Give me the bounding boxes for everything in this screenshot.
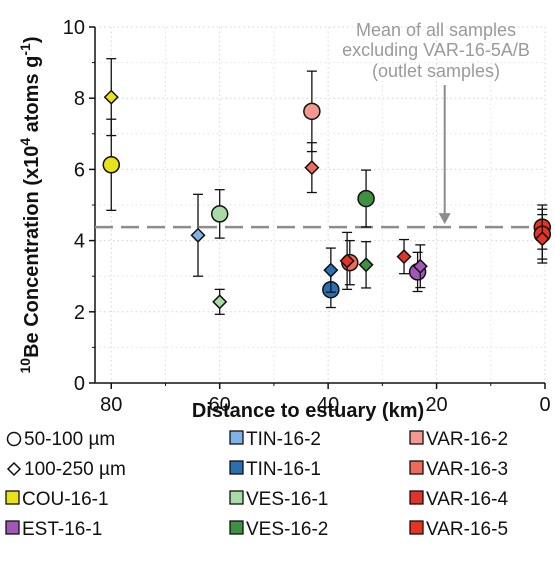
- point-circle: [210, 205, 229, 223]
- point-diamond: [396, 249, 412, 265]
- data-point-cou-16-1: [103, 58, 119, 137]
- point-diamond: [190, 227, 206, 243]
- legend-label: EST-16-1: [22, 519, 102, 540]
- legend-label: 50-100 µm: [24, 429, 115, 450]
- legend-swatch: [409, 460, 424, 475]
- legend-label: VAR-16-2: [426, 429, 508, 450]
- legend-marker-diamond: [6, 461, 22, 477]
- y-title-sup-4: 4: [17, 138, 33, 146]
- data-point-est-16-1: [412, 244, 428, 289]
- legend-swatch: [229, 460, 244, 475]
- y-tick-label: 2: [74, 302, 85, 324]
- legend-swatch: [409, 520, 424, 535]
- y-title-text: Be Concentration (x10: [21, 146, 43, 358]
- legend-label: TIN-16-2: [246, 429, 321, 450]
- legend-swatch: [409, 490, 424, 505]
- grid: [95, 26, 546, 384]
- data-point-ves-16-2: [357, 169, 375, 228]
- point-diamond: [212, 294, 228, 310]
- y-title-sup-10: 10: [17, 358, 33, 374]
- data-point-var-16-3: [304, 142, 320, 194]
- x-tick-label: 20: [425, 394, 447, 416]
- legend-label: COU-16-1: [22, 489, 109, 510]
- y-tick-label: 0: [74, 373, 85, 395]
- legend-swatch: [229, 430, 244, 445]
- data-point-ves-16-1: [212, 288, 228, 315]
- point-diamond: [412, 258, 428, 274]
- y-title-text-2: atoms g: [21, 56, 43, 138]
- x-tick-label: 40: [317, 394, 339, 416]
- y-title-text-3: ): [21, 36, 43, 43]
- data-point-ves-16-1: [210, 189, 229, 239]
- point-diamond: [304, 160, 320, 176]
- point-diamond: [323, 262, 339, 278]
- data-point-var-16-5: [534, 213, 550, 264]
- point-diamond: [534, 231, 550, 247]
- data-marks: [102, 58, 552, 315]
- legend-label: VAR-16-5: [426, 519, 508, 540]
- legend-label: 100-250 µm: [24, 459, 126, 480]
- legend-marker-circle: [6, 431, 22, 447]
- x-tick-label: 0: [539, 394, 550, 416]
- legend-label: TIN-16-1: [246, 459, 321, 480]
- y-tick-label: 8: [74, 88, 85, 110]
- data-point-var-16-4: [396, 238, 412, 275]
- y-tick-label: 6: [74, 159, 85, 181]
- legend-swatch: [229, 490, 244, 505]
- data-point-ves-16-2: [358, 241, 374, 289]
- legend-swatch: [409, 430, 424, 445]
- y-title-sup-neg1: -1: [17, 43, 33, 56]
- data-point-var-16-4: [339, 231, 355, 291]
- point-diamond: [358, 257, 374, 273]
- data-point-tin-16-1: [323, 247, 339, 293]
- point-diamond: [103, 89, 119, 105]
- mean-annotation-line: (outlet samples): [372, 61, 500, 81]
- legend-label: VAR-16-3: [426, 459, 508, 480]
- legend-label: VES-16-2: [246, 519, 328, 540]
- y-tick-label: 10: [63, 17, 85, 39]
- point-circle: [102, 156, 121, 174]
- y-tick-label: 4: [74, 231, 85, 253]
- data-point-tin-16-2: [190, 193, 206, 277]
- legend-swatch: [5, 520, 20, 535]
- annotation-arrow-head: [438, 213, 451, 225]
- data-point-var-16-2: [303, 70, 321, 153]
- legend-swatch: [229, 520, 244, 535]
- legend-label: VAR-16-4: [426, 489, 508, 510]
- point-diamond: [339, 253, 355, 269]
- data-point-est-16-1: [408, 251, 427, 293]
- axes: 80 60 40 20 0 0 2 4 6 8 10 Distance to estuary (km)…: [17, 17, 551, 422]
- mean-annotation-line: excluding VAR-16-5A/B: [342, 40, 530, 60]
- legend-label: VES-16-1: [246, 489, 328, 510]
- y-axis-title: 10Be Concentration (x104 atoms g-1): [17, 36, 43, 373]
- mean-annotation-line: Mean of all samples: [356, 20, 516, 40]
- legend-swatch: [5, 490, 20, 505]
- x-tick-label: 80: [100, 394, 122, 416]
- legend: 50-100 µm 100-250 µm COU-16-1 EST-16-1 TIN-1…: [5, 429, 508, 540]
- x-axis-title: Distance to estuary (km): [192, 400, 424, 422]
- x-tick-label: 60: [209, 394, 231, 416]
- point-circle: [357, 189, 375, 208]
- point-circle: [303, 102, 321, 121]
